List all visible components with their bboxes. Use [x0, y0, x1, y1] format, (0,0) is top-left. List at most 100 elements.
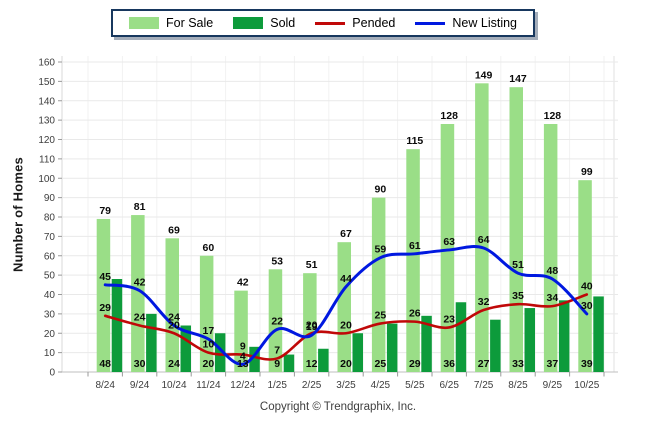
legend-label-sold: Sold [270, 16, 296, 30]
pended-value-label: 20 [340, 319, 352, 331]
sold-bar [386, 323, 398, 372]
sold-bar [180, 325, 191, 372]
pended-line-swatch-icon [315, 21, 346, 25]
for-sale-bar [371, 197, 386, 372]
copyright-text: Copyright © Trendgraphix, Inc. [259, 401, 417, 413]
for-sale-value-label: 81 [134, 201, 146, 213]
for-sale-bar [234, 290, 248, 372]
for-sale-bar [543, 124, 558, 372]
pended-line [103, 293, 589, 361]
legend-item-new-listing: New Listing [415, 16, 517, 30]
sold-bar [283, 354, 295, 372]
sold-value-label: 24 [168, 358, 180, 370]
new-listing-value-label: 4 [240, 350, 246, 362]
for-sale-value-label: 79 [99, 205, 111, 217]
sold-bar [111, 279, 123, 372]
sold-bar [318, 348, 329, 372]
y-tick-label: 100 [38, 174, 55, 185]
y-tick-label: 160 [38, 58, 55, 69]
x-tick-label: 10/25 [574, 380, 599, 391]
y-tick-label: 130 [38, 116, 55, 127]
sold-bar [558, 300, 570, 372]
new-listing-value-label: 22 [271, 315, 283, 327]
x-tick-label: 9/24 [130, 380, 150, 391]
y-tick-label: 120 [38, 135, 55, 146]
for-sale-bar [199, 255, 214, 372]
for-sale-value-label: 128 [544, 110, 562, 122]
for-sale-bar [337, 242, 351, 372]
for-sale-value-label: 67 [340, 228, 352, 240]
x-tick-label: 3/25 [336, 380, 356, 391]
for-sale-value-label: 147 [509, 73, 527, 85]
legend-label-pended: Pended [352, 16, 396, 30]
sold-value-label: 20 [340, 358, 352, 370]
y-tick-label: 10 [44, 348, 56, 359]
y-tick-label: 90 [44, 193, 56, 204]
sold-value-label: 33 [512, 358, 524, 370]
for-sale-bar [406, 149, 420, 372]
for-sale-bar [303, 273, 317, 372]
x-tick-label: 6/25 [439, 380, 459, 391]
x-tick-label: 7/25 [474, 380, 494, 391]
pended-value-label: 7 [274, 344, 280, 356]
legend-item-pended: Pended [315, 16, 395, 30]
pended-value-label: 23 [443, 313, 455, 325]
legend-item-sold: Sold [233, 16, 295, 30]
new-listing-value-label: 51 [512, 259, 524, 271]
for-sale-bar [578, 180, 592, 372]
sold-bar [146, 313, 157, 372]
pended-value-label: 24 [134, 312, 146, 324]
pended-value-label: 26 [409, 308, 421, 320]
pended-value-label: 20 [168, 319, 180, 331]
legend-label-new-listing: New Listing [452, 16, 518, 30]
x-tick-label: 5/25 [405, 380, 425, 391]
y-tick-label: 60 [44, 251, 56, 262]
x-tick-label: 1/25 [267, 380, 287, 391]
x-tick-label: 12/24 [230, 380, 255, 391]
sold-swatch-icon [233, 17, 264, 29]
y-tick-label: 40 [44, 290, 56, 301]
new-listing-value-label: 45 [99, 271, 111, 283]
sold-value-label: 12 [306, 358, 318, 370]
sold-value-label: 36 [443, 358, 455, 370]
sold-value-label: 48 [99, 358, 111, 370]
y-tick-label: 150 [38, 77, 55, 88]
for-sale-value-label: 90 [375, 184, 387, 196]
y-tick-label: 0 [49, 368, 55, 379]
sold-bar [249, 346, 260, 372]
y-tick-label: 80 [44, 213, 56, 224]
legend: For Sale Sold Pended New Listing [110, 9, 536, 37]
for-sale-value-label: 149 [475, 69, 493, 81]
new-listing-value-label: 63 [443, 236, 455, 248]
for-sale-value-label: 53 [271, 255, 283, 267]
pended-value-label: 34 [547, 292, 559, 304]
for-sale-bar [509, 87, 523, 372]
new-listing-value-label: 64 [478, 234, 490, 246]
pended-value-label: 20 [306, 319, 318, 331]
for-sale-bar [475, 83, 489, 372]
for-sale-value-label: 51 [306, 259, 318, 271]
pended-value-label: 10 [203, 339, 215, 351]
new-listing-value-label: 59 [375, 244, 387, 256]
new-listing-line-swatch-icon [415, 21, 446, 25]
legend-item-for-sale: For Sale [128, 16, 213, 30]
for-sale-bar [440, 124, 455, 372]
sold-bar [214, 333, 226, 372]
new-listing-line [103, 245, 589, 366]
sold-bar [352, 333, 363, 372]
x-tick-label: 9/25 [543, 380, 563, 391]
sold-bar [421, 315, 432, 372]
new-listing-value-label: 17 [203, 325, 215, 337]
new-listing-value-label: 61 [409, 240, 421, 252]
sold-value-label: 39 [581, 358, 593, 370]
new-listing-value-label: 42 [134, 277, 146, 289]
for-sale-bar [268, 269, 283, 372]
for-sale-value-label: 99 [581, 166, 593, 178]
pended-value-label: 29 [99, 302, 111, 314]
pended-value-label: 40 [581, 281, 593, 293]
new-listing-value-label: 48 [547, 265, 559, 277]
y-tick-label: 20 [44, 329, 56, 340]
sold-value-label: 29 [409, 358, 421, 370]
x-tick-label: 4/25 [371, 380, 391, 391]
for-sale-bar [96, 218, 111, 372]
